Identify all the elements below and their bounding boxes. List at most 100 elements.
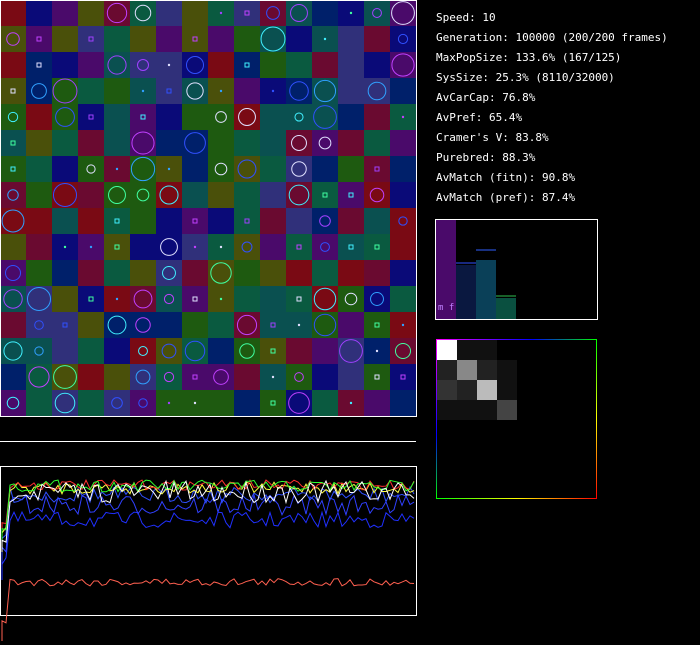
agent — [34, 346, 44, 356]
cell — [26, 130, 52, 156]
agent — [313, 105, 337, 129]
agent — [88, 296, 94, 302]
agent — [166, 88, 172, 94]
cell — [78, 0, 104, 26]
cell — [234, 390, 260, 416]
agent — [290, 4, 308, 22]
cell — [0, 286, 26, 312]
cell — [390, 156, 416, 182]
cell — [182, 260, 208, 286]
agent — [6, 396, 20, 410]
agent — [160, 238, 178, 256]
cell — [104, 338, 130, 364]
cell — [390, 208, 416, 234]
cell — [364, 130, 390, 156]
cell — [286, 260, 312, 286]
cell — [286, 130, 312, 156]
agent — [401, 115, 405, 119]
cell — [26, 0, 52, 26]
agent — [6, 32, 20, 46]
stats-panel: Speed: 10 Generation: 100000 (200/200 fra… — [436, 11, 668, 204]
agent — [115, 297, 119, 301]
cell — [78, 286, 104, 312]
agent — [10, 88, 16, 94]
cell — [182, 286, 208, 312]
cell — [130, 130, 156, 156]
history-line — [1, 479, 415, 546]
cell — [104, 234, 130, 260]
cell — [312, 286, 338, 312]
cell — [390, 390, 416, 416]
history-line — [1, 493, 415, 565]
cell — [208, 156, 234, 182]
cell — [286, 156, 312, 182]
agent — [244, 218, 250, 224]
cell — [338, 260, 364, 286]
cell — [130, 234, 156, 260]
cell — [78, 312, 104, 338]
agent — [141, 89, 145, 93]
agent — [397, 33, 409, 45]
cell — [130, 390, 156, 416]
cell — [260, 26, 286, 52]
cell — [156, 260, 182, 286]
cell — [312, 260, 338, 286]
agent — [55, 107, 75, 127]
stat-line: Generation: 100000 (200/200 frames) — [436, 31, 668, 44]
agent — [319, 215, 331, 227]
agent — [108, 186, 126, 204]
cell — [78, 364, 104, 390]
agent — [138, 398, 148, 408]
agent — [318, 136, 332, 150]
cell — [182, 26, 208, 52]
cell — [312, 130, 338, 156]
agent — [391, 1, 415, 25]
cell — [156, 78, 182, 104]
agent — [161, 343, 177, 359]
agent — [349, 401, 353, 405]
cell — [234, 208, 260, 234]
agent — [270, 348, 276, 354]
cell — [312, 312, 338, 338]
cell — [208, 208, 234, 234]
cell — [104, 364, 130, 390]
cell — [338, 156, 364, 182]
cell — [338, 52, 364, 78]
matrix-cell — [477, 360, 497, 380]
agent — [271, 375, 275, 379]
cell — [260, 286, 286, 312]
agent — [401, 323, 405, 327]
histogram-label: m f — [438, 303, 454, 313]
cell — [208, 182, 234, 208]
agent — [115, 167, 119, 171]
agent — [53, 365, 77, 389]
agent — [192, 218, 198, 224]
cell — [312, 104, 338, 130]
agent — [294, 112, 304, 122]
cell — [364, 234, 390, 260]
cell — [364, 156, 390, 182]
cell — [0, 208, 26, 234]
cell — [208, 52, 234, 78]
cell — [364, 0, 390, 26]
cell — [286, 338, 312, 364]
grid-border — [0, 0, 417, 417]
agent — [296, 296, 302, 302]
agent — [288, 392, 310, 414]
cell — [52, 390, 78, 416]
stat-line: AvPref: 65.4% — [436, 111, 522, 124]
agent — [26, 286, 52, 312]
cell — [78, 26, 104, 52]
cell — [130, 312, 156, 338]
cell — [182, 364, 208, 390]
cell — [26, 286, 52, 312]
cell — [156, 208, 182, 234]
agent — [131, 131, 155, 155]
cell — [26, 338, 52, 364]
cell — [130, 0, 156, 26]
cell — [286, 364, 312, 390]
cell — [130, 338, 156, 364]
cell — [390, 234, 416, 260]
cell — [286, 234, 312, 260]
cell — [104, 78, 130, 104]
